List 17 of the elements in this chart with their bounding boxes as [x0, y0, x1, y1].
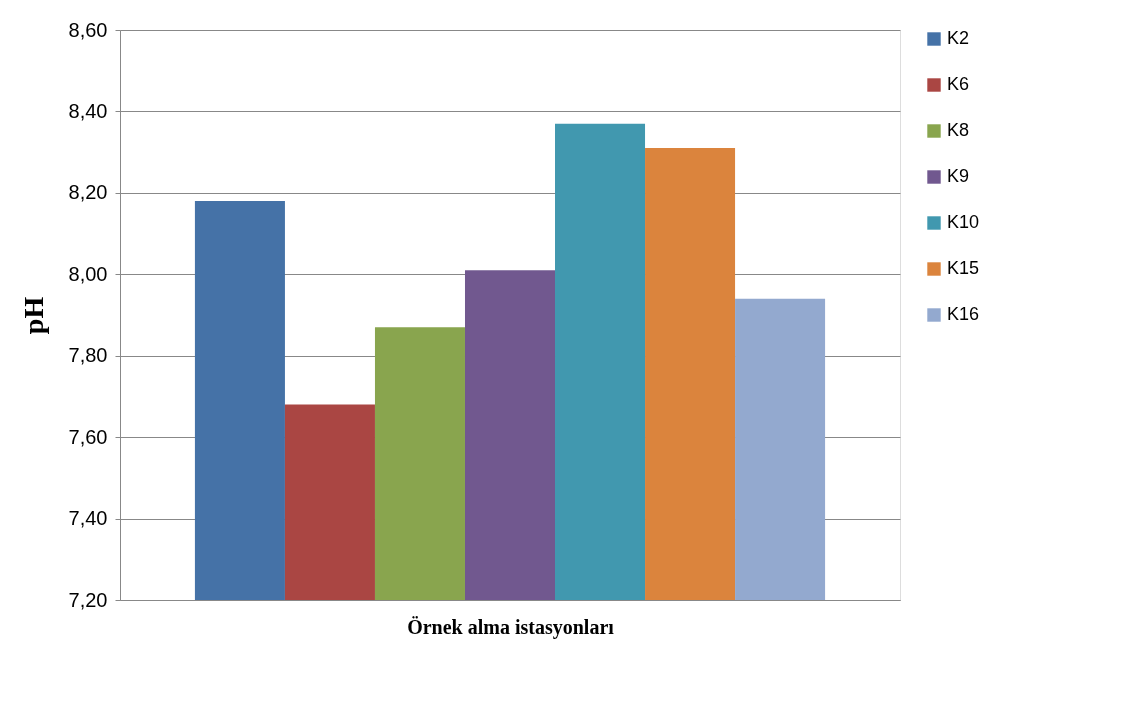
legend-label: K10 [947, 212, 980, 232]
legend-label: K16 [947, 304, 980, 324]
y-axis-title: pH [17, 296, 49, 335]
y-tick-label: 7,80 [68, 344, 108, 367]
legend-label: K6 [947, 74, 970, 94]
y-tick-label: 7,40 [68, 507, 108, 530]
y-tick-label: 7,20 [68, 588, 108, 611]
y-tick-label: 8,40 [68, 99, 108, 122]
y-tick-label: 8,20 [68, 181, 108, 204]
legend-label: K8 [947, 120, 970, 140]
y-tick-label: 8,60 [68, 18, 108, 41]
legend-label: K9 [947, 166, 970, 186]
legend-label: K15 [947, 258, 980, 278]
y-tick-label: 7,60 [68, 425, 108, 448]
x-axis-title: Örnek alma istasyonları [407, 615, 615, 639]
legend-label: K2 [947, 28, 970, 48]
y-tick-label: 8,00 [68, 262, 108, 285]
